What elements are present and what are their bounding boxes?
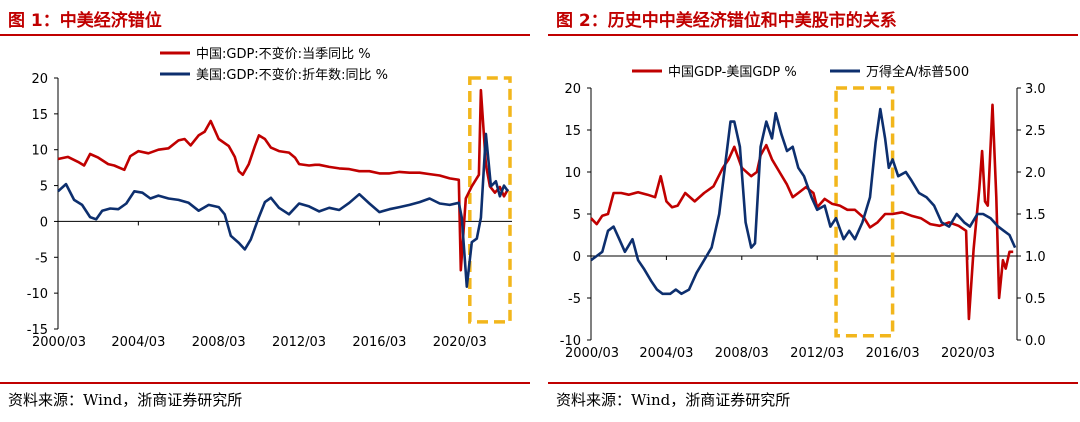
figure-2-title: 图 2：历史中中美经济错位和中美股市的关系 — [556, 11, 897, 31]
chart1-y-tick-label: 10 — [31, 144, 48, 159]
chart2-y-tick-label: 15 — [564, 124, 581, 139]
chart1-series-line-1 — [57, 88, 510, 272]
chart2-y-tick-label: -5 — [568, 292, 581, 307]
chart2-x-tick-label: 2008/03 — [715, 346, 769, 361]
chart2-y2-tick-label: 0.0 — [1025, 334, 1046, 349]
chart1-y-tick-label: -15 — [27, 323, 48, 338]
chart1-legend-label-1: 中国:GDP:不变价:当季同比 % — [196, 46, 371, 62]
chart2-y2-tick-label: 1.5 — [1025, 208, 1046, 223]
chart1-legend-label-2: 美国:GDP:不变价:折年数:同比 % — [196, 67, 388, 83]
chart2-highlight-box — [834, 86, 895, 338]
chart2-x-tick-label: 2004/03 — [639, 346, 693, 361]
figure-2-top-rule — [548, 34, 1078, 36]
figure-1-panel: 图 1：中美经济错位 20 15 10 5 0 -5 -10 -15 2000/03 2004/0… — [0, 0, 530, 422]
chart1-highlight-box — [468, 76, 512, 324]
chart2-series-line-1 — [590, 103, 1014, 321]
chart1-y-tick-label: 20 — [31, 72, 48, 87]
chart2-x-tick-label: 2020/03 — [941, 346, 995, 361]
chart1-y-tick-label: 5 — [40, 180, 48, 195]
chart2-y2-tick-label: 3.0 — [1025, 82, 1046, 97]
chart2-x-tick-label: 2012/03 — [790, 346, 844, 361]
chart1-series-line-2 — [57, 132, 510, 288]
chart2-legend-label-2: 万得全A/标普500 — [866, 64, 969, 80]
chart2-y-tick-label: 5 — [573, 208, 581, 223]
chart1-x-tick-label: 2008/03 — [192, 335, 246, 350]
chart2-series-line-2 — [590, 107, 1017, 296]
figure-1-top-rule — [0, 34, 530, 36]
chart1-y-tick-label: -5 — [35, 251, 48, 266]
chart1-x-tick-label: 2016/03 — [352, 335, 406, 350]
figure-2-chart: 20 15 10 5 0 -5 -10 3.0 2.5 2.0 1.5 1.0 0.5 0.0 2000/0… — [560, 64, 1046, 361]
chart2-x-tick-label: 2000/03 — [565, 346, 619, 361]
chart2-y-tick-label: 10 — [564, 166, 581, 181]
chart1-y-tick-label: -10 — [27, 287, 48, 302]
chart2-legend-label-1: 中国GDP-美国GDP % — [668, 65, 797, 80]
chart2-y-tick-label: 20 — [564, 82, 581, 97]
chart2-x-tick-label: 2016/03 — [866, 346, 920, 361]
chart1-x-tick-label: 2020/03 — [433, 335, 487, 350]
chart2-y2-tick-label: 0.5 — [1025, 292, 1046, 307]
figure-1-source: 资料来源：Wind，浙商证券研究所 — [8, 391, 243, 409]
chart1-x-tick-label: 2004/03 — [111, 335, 165, 350]
figure-2-source: 资料来源：Wind，浙商证券研究所 — [556, 391, 791, 409]
chart1-x-tick-label: 2012/03 — [272, 335, 326, 350]
chart2-y-tick-label: -10 — [560, 334, 581, 349]
chart2-y2-tick-label: 1.0 — [1025, 250, 1046, 265]
chart1-x-tick-label: 2000/03 — [32, 335, 86, 350]
chart1-y-tick-label: 15 — [31, 108, 48, 123]
figure-2-panel: 图 2：历史中中美经济错位和中美股市的关系 20 15 10 5 0 -5 -10 3.0 2.… — [548, 0, 1078, 422]
chart2-y2-tick-label: 2.0 — [1025, 166, 1046, 181]
chart2-y-tick-label: 0 — [573, 250, 581, 265]
chart2-y2-tick-label: 2.5 — [1025, 124, 1046, 139]
figure-1-bottom-rule — [0, 382, 530, 384]
figure-2-bottom-rule — [548, 382, 1078, 384]
chart1-y-tick-label: 0 — [40, 215, 48, 230]
figure-1-title: 图 1：中美经济错位 — [8, 11, 162, 31]
